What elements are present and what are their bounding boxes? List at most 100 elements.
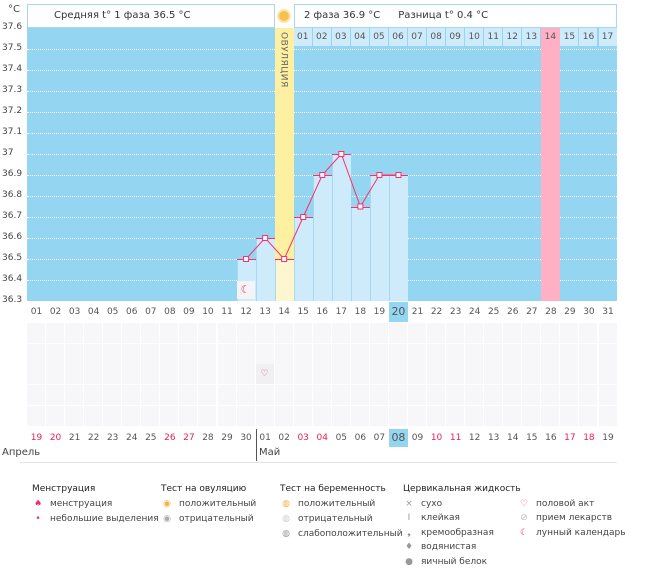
symptom-cell[interactable]	[446, 385, 465, 406]
symptom-cell[interactable]	[484, 364, 503, 385]
symptom-cell[interactable]	[236, 385, 255, 406]
symptom-cell[interactable]	[579, 405, 598, 426]
symptom-cell[interactable]	[369, 323, 388, 343]
symptom-cell[interactable]	[217, 364, 236, 385]
symptom-cell[interactable]	[503, 343, 522, 364]
symptom-cell[interactable]	[255, 405, 274, 426]
symptom-cell[interactable]	[217, 343, 236, 364]
symptom-cell[interactable]	[255, 323, 274, 343]
symptom-cell[interactable]	[408, 385, 426, 406]
symptom-cell[interactable]	[446, 405, 465, 426]
symptom-cell[interactable]	[274, 385, 293, 406]
symptom-cell[interactable]	[388, 385, 407, 406]
temperature-point[interactable]	[319, 172, 326, 178]
symptom-cell[interactable]	[560, 323, 579, 343]
symptom-cell[interactable]	[465, 364, 484, 385]
symptom-cell[interactable]	[217, 405, 236, 426]
symptom-cell[interactable]	[388, 405, 407, 426]
symptom-cell[interactable]	[46, 385, 65, 406]
symptom-cell[interactable]	[160, 405, 179, 426]
symptom-cell[interactable]	[46, 364, 65, 385]
symptom-cell[interactable]	[350, 323, 369, 343]
symptom-cell[interactable]	[446, 343, 465, 364]
symptom-cell[interactable]	[198, 364, 217, 385]
symptom-cell[interactable]	[331, 405, 350, 426]
symptom-cell[interactable]	[484, 405, 503, 426]
symptom-cell[interactable]	[46, 405, 65, 426]
symptom-cell[interactable]	[27, 323, 45, 343]
symptom-cell[interactable]	[427, 385, 446, 406]
symptom-cell[interactable]	[369, 385, 388, 406]
symptom-cell[interactable]	[84, 405, 103, 426]
symptom-cell[interactable]	[27, 385, 45, 406]
symptom-cell[interactable]	[103, 364, 122, 385]
symptom-cell[interactable]	[388, 343, 407, 364]
symptom-cell[interactable]	[293, 385, 312, 406]
symptom-cell[interactable]	[65, 343, 84, 364]
symptom-cell[interactable]	[350, 364, 369, 385]
symptom-cell[interactable]	[465, 343, 484, 364]
symptom-cell[interactable]	[27, 343, 45, 364]
symptom-cell[interactable]	[84, 343, 103, 364]
temperature-point[interactable]	[262, 235, 269, 241]
symptom-cell[interactable]	[522, 364, 541, 385]
symptom-cell[interactable]	[522, 405, 541, 426]
symptom-cell[interactable]	[465, 323, 484, 343]
symptom-cell[interactable]	[312, 343, 331, 364]
symptom-cell[interactable]	[65, 405, 84, 426]
symptom-cell[interactable]	[198, 323, 217, 343]
symptom-cell[interactable]	[160, 364, 179, 385]
symptom-cell[interactable]	[465, 405, 484, 426]
temperature-point[interactable]	[300, 214, 307, 220]
symptom-cell[interactable]	[388, 364, 407, 385]
symptom-cell[interactable]	[103, 343, 122, 364]
symptom-cell[interactable]	[255, 343, 274, 364]
symptom-cell[interactable]	[274, 405, 293, 426]
symptom-cell[interactable]	[369, 364, 388, 385]
symptom-cell[interactable]	[388, 323, 407, 343]
symptom-cell[interactable]	[579, 364, 598, 385]
symptom-cell[interactable]	[160, 385, 179, 406]
symptom-cell[interactable]	[427, 323, 446, 343]
symptom-cell[interactable]	[160, 343, 179, 364]
symptom-cell[interactable]	[141, 385, 160, 406]
symptom-cell[interactable]	[522, 343, 541, 364]
symptom-cell[interactable]	[122, 323, 141, 343]
symptom-cell[interactable]	[503, 405, 522, 426]
symptom-cell[interactable]	[274, 364, 293, 385]
symptom-cell[interactable]	[331, 343, 350, 364]
symptom-cell[interactable]	[427, 405, 446, 426]
symptom-cell[interactable]	[427, 343, 446, 364]
symptom-cell[interactable]	[236, 323, 255, 343]
symptom-cell[interactable]	[560, 343, 579, 364]
symptom-cell[interactable]	[65, 364, 84, 385]
symptom-cell[interactable]	[427, 364, 446, 385]
symptom-cell[interactable]	[141, 343, 160, 364]
symptom-cell[interactable]	[293, 343, 312, 364]
symptom-cell[interactable]	[350, 405, 369, 426]
symptom-cell[interactable]	[484, 323, 503, 343]
symptom-cell[interactable]	[46, 343, 65, 364]
symptom-cell[interactable]	[408, 364, 426, 385]
temperature-point[interactable]	[357, 203, 364, 210]
symptom-cell[interactable]	[446, 364, 465, 385]
symptom-cell[interactable]	[103, 405, 122, 426]
symptom-cell[interactable]	[598, 323, 617, 343]
symptom-cell[interactable]	[236, 364, 255, 385]
symptom-cell[interactable]	[217, 385, 236, 406]
symptom-cell[interactable]	[560, 385, 579, 406]
symptom-cell[interactable]	[236, 405, 255, 426]
symptom-cell[interactable]	[65, 385, 84, 406]
symptom-cell[interactable]	[255, 385, 274, 406]
symptom-cell[interactable]	[84, 323, 103, 343]
symptom-cell[interactable]	[560, 364, 579, 385]
symptom-cell[interactable]	[541, 385, 560, 406]
symptom-cell[interactable]	[198, 405, 217, 426]
symptom-cell[interactable]	[579, 323, 598, 343]
symptom-cell[interactable]	[350, 343, 369, 364]
symptom-cell[interactable]	[122, 385, 141, 406]
symptom-cell[interactable]	[503, 385, 522, 406]
symptom-cell[interactable]	[122, 364, 141, 385]
symptom-cell[interactable]	[541, 323, 560, 343]
symptom-cell[interactable]	[141, 364, 160, 385]
